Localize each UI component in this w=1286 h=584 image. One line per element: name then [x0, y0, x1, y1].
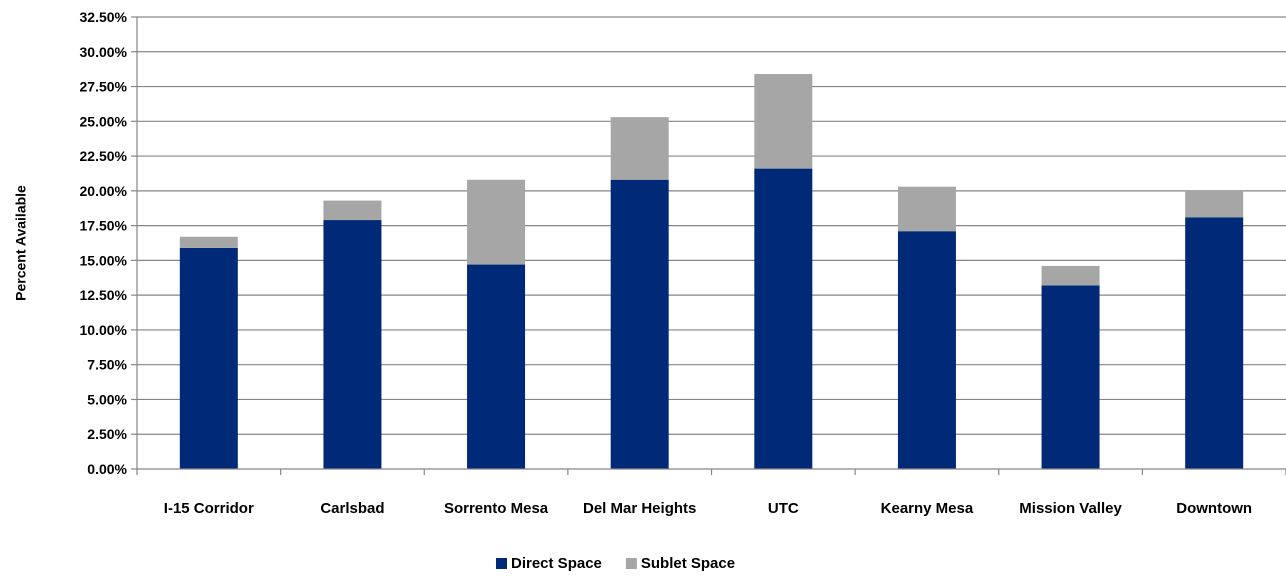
x-category-label: Mission Valley — [1019, 500, 1122, 517]
bar-segment — [323, 200, 382, 221]
bar-segment — [323, 220, 382, 469]
axes — [136, 17, 1286, 475]
y-tick-label: 32.50% — [80, 9, 128, 25]
x-category-labels: I-15 Corridor Carlsbad Sorrento Mesa Del Ma… — [164, 500, 1252, 517]
bar-segment — [179, 236, 238, 248]
y-tick-label: 15.00% — [80, 252, 128, 268]
bar-segment — [1185, 217, 1244, 469]
bar-segment — [897, 231, 956, 469]
y-axis-title: Percent Available — [13, 185, 29, 301]
gridlines — [131, 16, 1286, 470]
x-category-label: UTC — [768, 500, 799, 517]
y-tick-label: 12.50% — [80, 287, 128, 303]
x-category-label: Kearny Mesa — [881, 500, 974, 517]
y-tick-label: 22.50% — [80, 148, 128, 164]
bar-segment — [610, 117, 669, 180]
y-tick-label: 30.00% — [80, 44, 128, 60]
legend-label: Sublet Space — [641, 555, 735, 572]
legend-swatch — [625, 558, 637, 569]
y-tick-label: 10.00% — [80, 322, 128, 338]
x-category-label: Del Mar Heights — [583, 500, 696, 517]
y-tick-label: 20.00% — [80, 183, 128, 199]
bar-segment — [1185, 190, 1244, 218]
x-category-label: Carlsbad — [320, 500, 384, 517]
x-category-label: Sorrento Mesa — [444, 500, 549, 517]
bar-segment — [179, 247, 238, 469]
bar-segment — [610, 179, 669, 469]
legend: Direct Space Sublet Space — [496, 555, 735, 572]
bar-segment — [754, 168, 813, 469]
y-tick-label: 0.00% — [87, 461, 127, 477]
y-tick-label: 27.50% — [80, 79, 128, 95]
bar-segment — [1041, 265, 1100, 286]
bar-segment — [754, 74, 813, 169]
bars — [179, 74, 1244, 469]
bar-segment — [467, 179, 526, 265]
y-tick-label: 2.50% — [87, 426, 127, 442]
bar-segment — [897, 186, 956, 232]
legend-label: Direct Space — [511, 555, 602, 572]
x-category-label: Downtown — [1176, 500, 1252, 517]
y-tick-label: 5.00% — [87, 391, 127, 407]
bar-segment — [467, 264, 526, 469]
x-category-label: I-15 Corridor — [164, 500, 254, 517]
y-tick-labels: 0.00% 2.50% 5.00% 7.50% 10.00% 12.50% 15.00% 17… — [80, 9, 128, 477]
y-tick-label: 17.50% — [80, 218, 128, 234]
legend-swatch — [496, 558, 507, 569]
bar-segment — [1041, 285, 1100, 469]
y-tick-label: 7.50% — [87, 357, 127, 373]
y-tick-label: 25.00% — [80, 113, 128, 129]
